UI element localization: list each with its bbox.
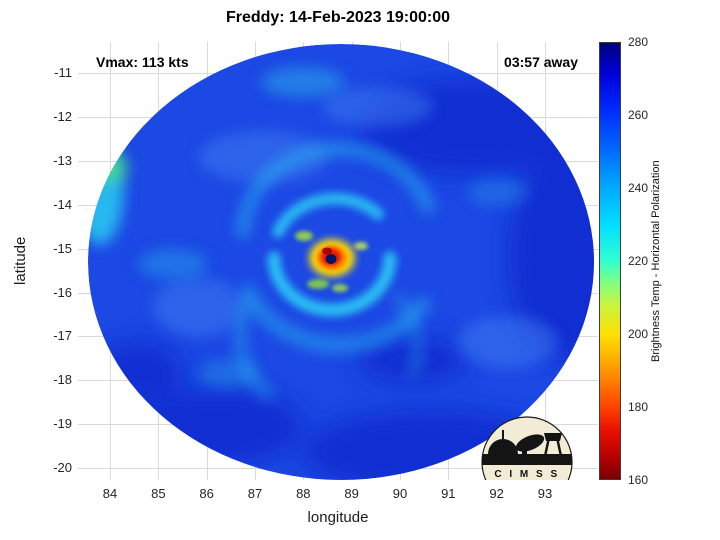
- y-tick-label: -14: [53, 196, 72, 212]
- x-tick-label: 88: [296, 486, 311, 501]
- y-tick-label: -17: [53, 328, 72, 344]
- spiral-rainbands: [233, 142, 435, 401]
- y-tick-label: -19: [53, 416, 72, 432]
- colorbar-tick-label: 260: [628, 108, 649, 122]
- microwave-swath: [88, 44, 594, 480]
- y-tick-label: -16: [53, 284, 72, 300]
- cimss-logo-text: C I M S S: [494, 469, 559, 480]
- y-tick-label: -20: [53, 460, 72, 476]
- x-tick-label: 91: [441, 486, 456, 501]
- x-axis-label: longitude: [307, 509, 369, 526]
- colorbar-label: Brightness Temp - Horizontal Polarizatio…: [650, 160, 662, 362]
- y-axis-label: latitude: [12, 236, 29, 286]
- y-tick-label: -15: [53, 240, 72, 256]
- colorbar-tick-label: 180: [628, 400, 649, 414]
- x-tick-label: 93: [537, 486, 553, 501]
- y-tick-label: -12: [53, 108, 72, 124]
- y-tick-label: -11: [54, 65, 72, 80]
- x-tick-label: 84: [102, 486, 118, 501]
- y-tick-label: -13: [53, 152, 72, 168]
- storm-eye: [325, 254, 337, 264]
- storm-swath-image: C I M S S: [88, 44, 594, 480]
- x-tick-label: 86: [199, 486, 214, 501]
- colorbar: [599, 42, 621, 480]
- cimss-logo: C I M S S: [481, 416, 573, 480]
- x-tick-label: 90: [392, 486, 408, 501]
- x-tick-label: 87: [247, 486, 263, 501]
- vmax-annotation: Vmax: 113 kts: [96, 54, 189, 70]
- colorbar-tick-label: 240: [628, 181, 649, 195]
- colorbar-tick-label: 220: [628, 254, 649, 268]
- cimss-logo-silhouette: [482, 430, 572, 465]
- x-tick-label: 92: [489, 486, 504, 501]
- colorbar-tick-label: 200: [628, 327, 649, 341]
- x-tick-label: 85: [151, 486, 166, 501]
- x-tick-label: 89: [344, 486, 359, 501]
- eta-annotation: 03:57 away: [504, 54, 578, 70]
- y-tick-label: -18: [53, 372, 72, 388]
- convective-bits: [295, 231, 368, 292]
- colorbar-tick-label: 280: [628, 35, 649, 49]
- page-title: Freddy: 14-Feb-2023 19:00:00: [225, 9, 451, 26]
- colorbar-tick-label: 160: [628, 473, 649, 487]
- light-blue-mottling: [153, 87, 558, 368]
